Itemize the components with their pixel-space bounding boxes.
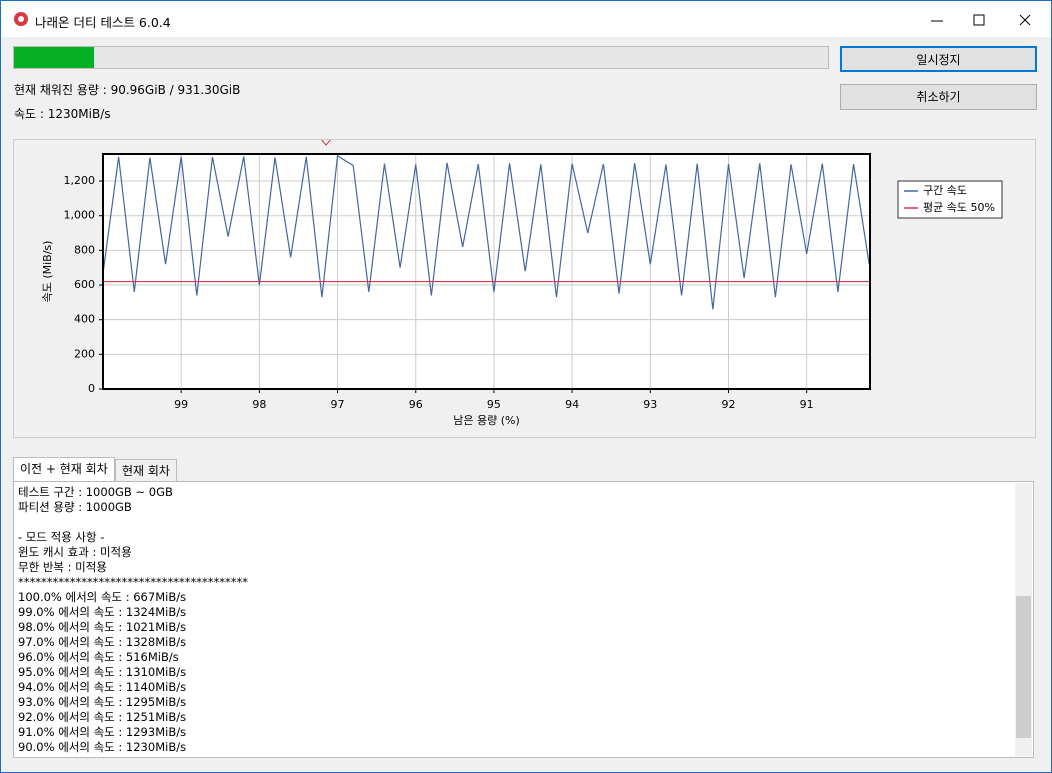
tab[interactable]: 이전 + 현재 회차 — [13, 457, 115, 481]
capacity-text: 현재 채워진 용량 : 90.96GiB / 931.30GiB — [14, 83, 241, 97]
x-tick-label: 95 — [487, 398, 501, 411]
y-tick-label: 1,000 — [64, 209, 96, 222]
log-line: 테스트 구간 : 1000GB ~ 0GB — [18, 485, 173, 499]
log-line: 무한 반복 : 미적용 — [18, 560, 107, 574]
log-line: 93.0% 에서의 속도 : 1295MiB/s — [18, 695, 187, 709]
log-line: 파티션 용량 : 1000GB — [18, 500, 132, 514]
x-tick-label: 91 — [800, 398, 814, 411]
log-line — [18, 515, 1029, 530]
x-tick-label: 99 — [174, 398, 188, 411]
window-title: 나래온 더티 테스트 6.0.4 — [35, 15, 171, 30]
y-axis-label: 속도 (MiB/s) — [41, 241, 54, 303]
y-tick-label: 600 — [74, 278, 95, 291]
plot-area — [103, 154, 870, 389]
pause-button[interactable]: 일시정지 — [840, 46, 1037, 72]
chart: 0 200 400 600 800 1,000 1,200 99 98 97 96 95 94 93 92 9… — [13, 139, 1036, 438]
progress-fill — [14, 47, 94, 68]
arrow-annotation — [321, 140, 331, 146]
log-line: 92.0% 에서의 속도 : 1251MiB/s — [18, 710, 187, 724]
x-tick-label: 92 — [721, 398, 735, 411]
y-tick-label: 0 — [88, 382, 95, 395]
series-line — [102, 154, 870, 310]
legend-box — [897, 180, 1003, 219]
log-line: 97.0% 에서의 속도 : 1328MiB/s — [18, 635, 187, 649]
x-tick-label: 97 — [331, 398, 345, 411]
app-icon — [14, 12, 28, 26]
x-tick-label: 98 — [252, 398, 266, 411]
scrollbar[interactable] — [1015, 483, 1032, 756]
log-line: 91.0% 에서의 속도 : 1293MiB/s — [18, 725, 187, 739]
log-box: 테스트 구간 : 1000GB ~ 0GB 파티션 용량 : 1000GB - 모드… — [13, 481, 1034, 758]
cancel-button[interactable]: 취소하기 — [840, 84, 1037, 110]
x-tick-label: 94 — [565, 398, 579, 411]
y-tick-label: 800 — [74, 243, 95, 256]
scroll-thumb[interactable] — [1016, 596, 1031, 738]
legend-label: 구간 속도 — [923, 184, 967, 197]
legend-label: 평균 속도 50% — [923, 201, 995, 214]
speed-text: 속도 : 1230MiB/s — [14, 107, 111, 121]
x-tick-label: 93 — [643, 398, 657, 411]
log-line: 90.0% 에서의 속도 : 1230MiB/s — [18, 740, 187, 754]
y-tick-label: 1,200 — [64, 174, 96, 187]
log-line: **************************************** — [18, 575, 248, 589]
title-bar: 나래온 더티 테스트 6.0.4 — [1, 1, 1051, 37]
x-axis-label: 남은 용량 (%) — [453, 414, 520, 427]
y-tick-label: 400 — [74, 313, 95, 326]
x-tick-label: 96 — [409, 398, 423, 411]
log-line: 100.0% 에서의 속도 : 667MiB/s — [18, 590, 187, 604]
log-line: 98.0% 에서의 속도 : 1021MiB/s — [18, 620, 187, 634]
log-line: - 모드 적용 사항 - — [18, 530, 105, 544]
log-line: 95.0% 에서의 속도 : 1310MiB/s — [18, 665, 187, 679]
progress-track — [13, 46, 829, 69]
log-line: 윈도 캐시 효과 : 미적용 — [18, 545, 132, 559]
y-tick-label: 200 — [74, 347, 95, 360]
tab[interactable]: 현재 회차 — [115, 459, 177, 481]
window-controls[interactable] — [921, 9, 1041, 31]
log-line: 99.0% 에서의 속도 : 1324MiB/s — [18, 605, 187, 619]
log-line: 96.0% 에서의 속도 : 516MiB/s — [18, 650, 179, 664]
log-line: 94.0% 에서의 속도 : 1140MiB/s — [18, 680, 187, 694]
plot-border — [102, 153, 871, 390]
